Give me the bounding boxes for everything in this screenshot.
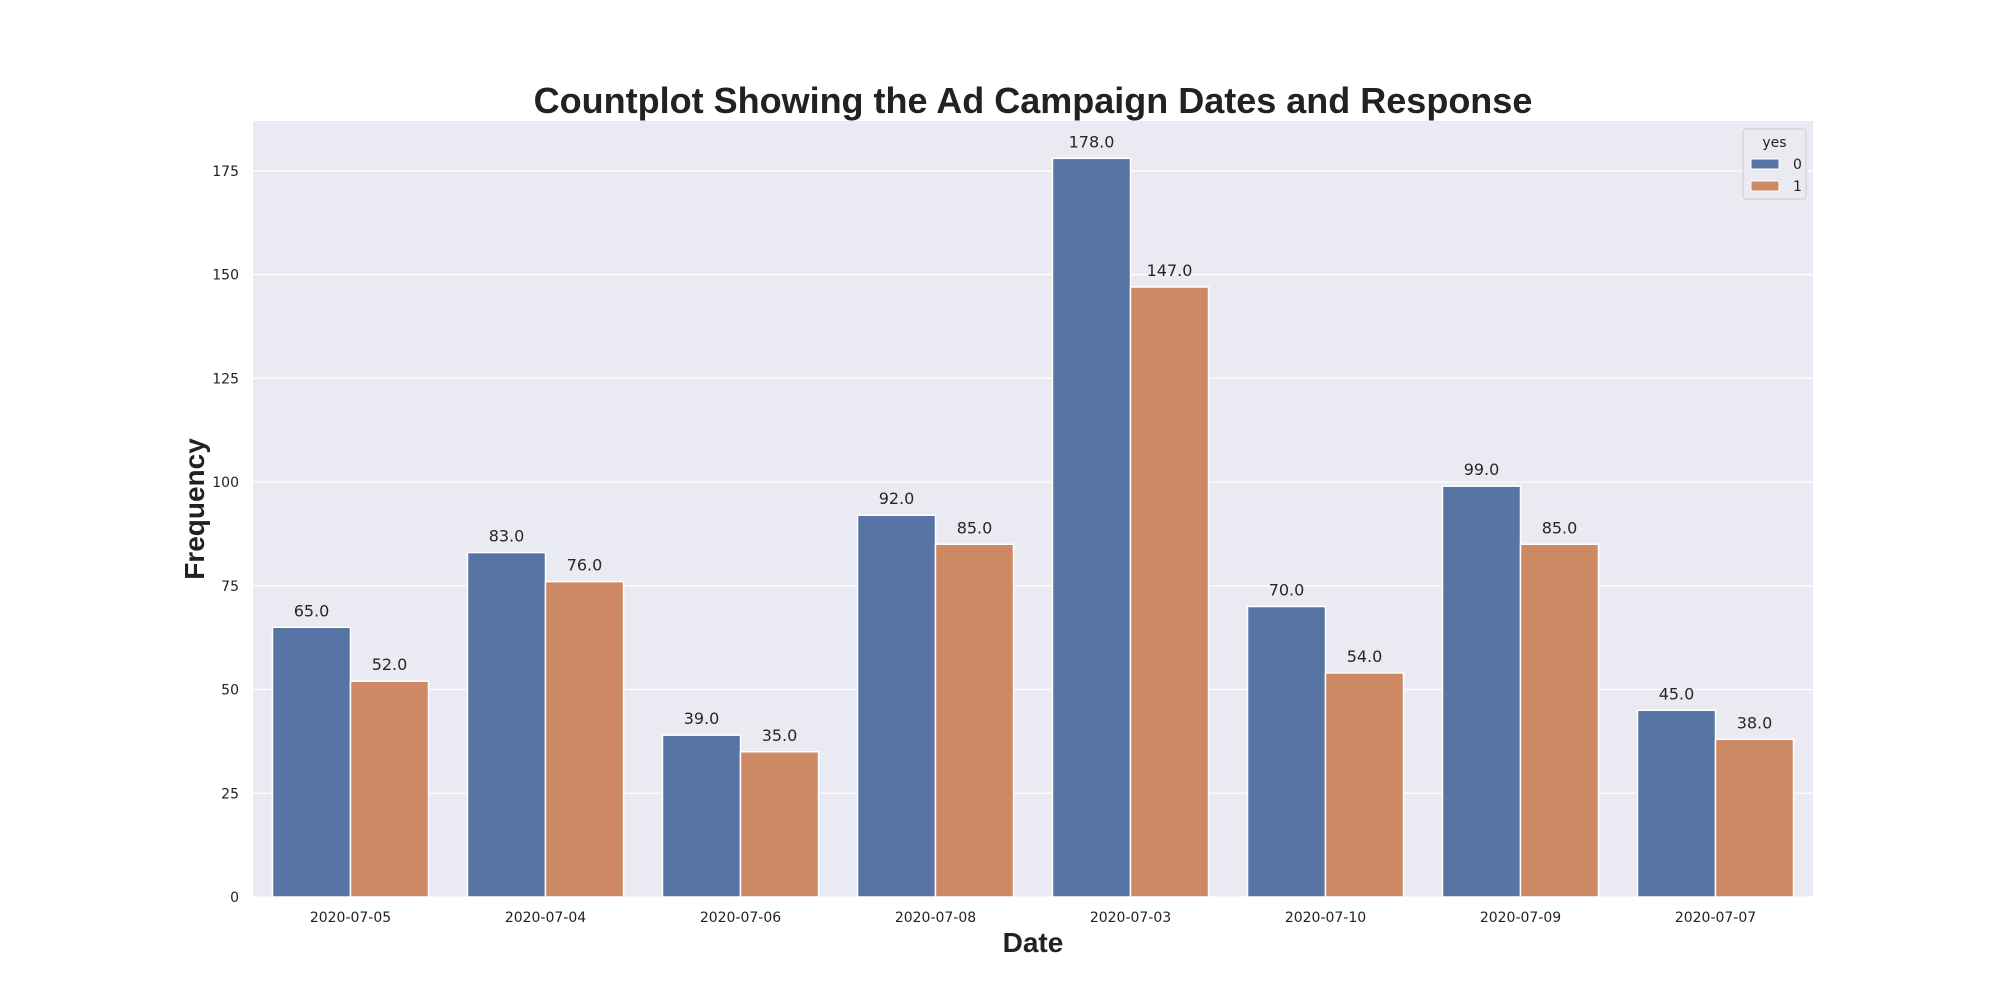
bar-2020-07-05-series-0 [271, 626, 352, 898]
y-axis-ticks: 0 25 50 75 100 125 150 175 [212, 164, 239, 906]
bar-value-label: 45.0 [1659, 684, 1695, 703]
legend: yes 01 [1742, 128, 1807, 200]
x-axis-label: Date [1003, 927, 1064, 958]
bar-value-label: 38.0 [1737, 713, 1773, 732]
bars [271, 157, 1795, 898]
bar-value-label: 92.0 [879, 489, 915, 508]
bar-2020-07-10-series-1 [1324, 672, 1405, 898]
bar-2020-07-04-series-0 [466, 551, 547, 898]
bar-2020-07-10-series-0 [1246, 605, 1327, 898]
bar-2020-07-06-series-0 [661, 734, 742, 898]
y-tick-label: 75 [221, 579, 239, 595]
bar-value-label: 65.0 [294, 601, 330, 620]
bar-value-label: 83.0 [489, 527, 525, 546]
x-axis-ticks: 2020-07-05 2020-07-04 2020-07-06 2020-07-08… [310, 910, 1756, 926]
bar-2020-07-03-series-1 [1129, 286, 1210, 898]
bar-2020-07-08-series-1 [934, 543, 1015, 898]
bar-2020-07-09-series-1 [1519, 543, 1600, 898]
bar-value-label: 70.0 [1269, 581, 1305, 600]
x-tick-label: 2020-07-03 [1090, 910, 1171, 926]
y-tick-label: 175 [212, 164, 239, 180]
x-tick-label: 2020-07-08 [895, 910, 976, 926]
bar-value-label: 39.0 [684, 709, 720, 728]
bar-value-label: 54.0 [1347, 647, 1383, 666]
legend-swatch-1 [1750, 180, 1780, 192]
bar-2020-07-07-series-1 [1714, 738, 1795, 898]
legend-entry-1: 1 [1793, 179, 1802, 195]
bar-2020-07-04-series-1 [544, 580, 625, 898]
x-tick-label: 2020-07-10 [1285, 910, 1366, 926]
bar-value-label: 35.0 [762, 726, 798, 745]
bar-value-label: 178.0 [1069, 132, 1115, 151]
y-tick-label: 50 [221, 683, 239, 699]
legend-swatch-0 [1750, 158, 1780, 170]
bar-2020-07-06-series-1 [739, 751, 820, 898]
bar-2020-07-08-series-0 [856, 514, 937, 898]
bar-value-label: 85.0 [957, 518, 993, 537]
y-tick-label: 125 [212, 371, 239, 387]
x-tick-label: 2020-07-09 [1480, 910, 1561, 926]
x-tick-label: 2020-07-07 [1675, 910, 1756, 926]
bar-2020-07-09-series-0 [1441, 485, 1522, 898]
bar-value-label: 85.0 [1542, 518, 1578, 537]
bar-labels: 65.0 52.0 83.0 76.0 39.0 35.0 92.0 85.0 178.0 147… [294, 132, 1773, 744]
y-axis-label: Frequency [179, 438, 210, 580]
bar-value-label: 52.0 [372, 655, 408, 674]
bar-value-label: 99.0 [1464, 460, 1500, 479]
bar-2020-07-07-series-0 [1636, 709, 1717, 898]
y-tick-label: 25 [221, 786, 239, 802]
legend-entry-0: 0 [1793, 157, 1802, 173]
y-tick-label: 0 [230, 890, 239, 906]
bar-2020-07-05-series-1 [349, 680, 430, 898]
chart-title: Countplot Showing the Ad Campaign Dates … [534, 80, 1533, 121]
legend-items: 01 [1750, 157, 1802, 195]
bar-2020-07-03-series-0 [1051, 157, 1132, 898]
y-tick-label: 150 [212, 268, 239, 284]
y-tick-label: 100 [212, 475, 239, 491]
x-tick-label: 2020-07-06 [700, 910, 781, 926]
x-tick-label: 2020-07-04 [505, 910, 586, 926]
bar-value-label: 76.0 [567, 556, 603, 575]
x-tick-label: 2020-07-05 [310, 910, 391, 926]
legend-title: yes [1762, 135, 1786, 151]
bar-value-label: 147.0 [1147, 261, 1193, 280]
